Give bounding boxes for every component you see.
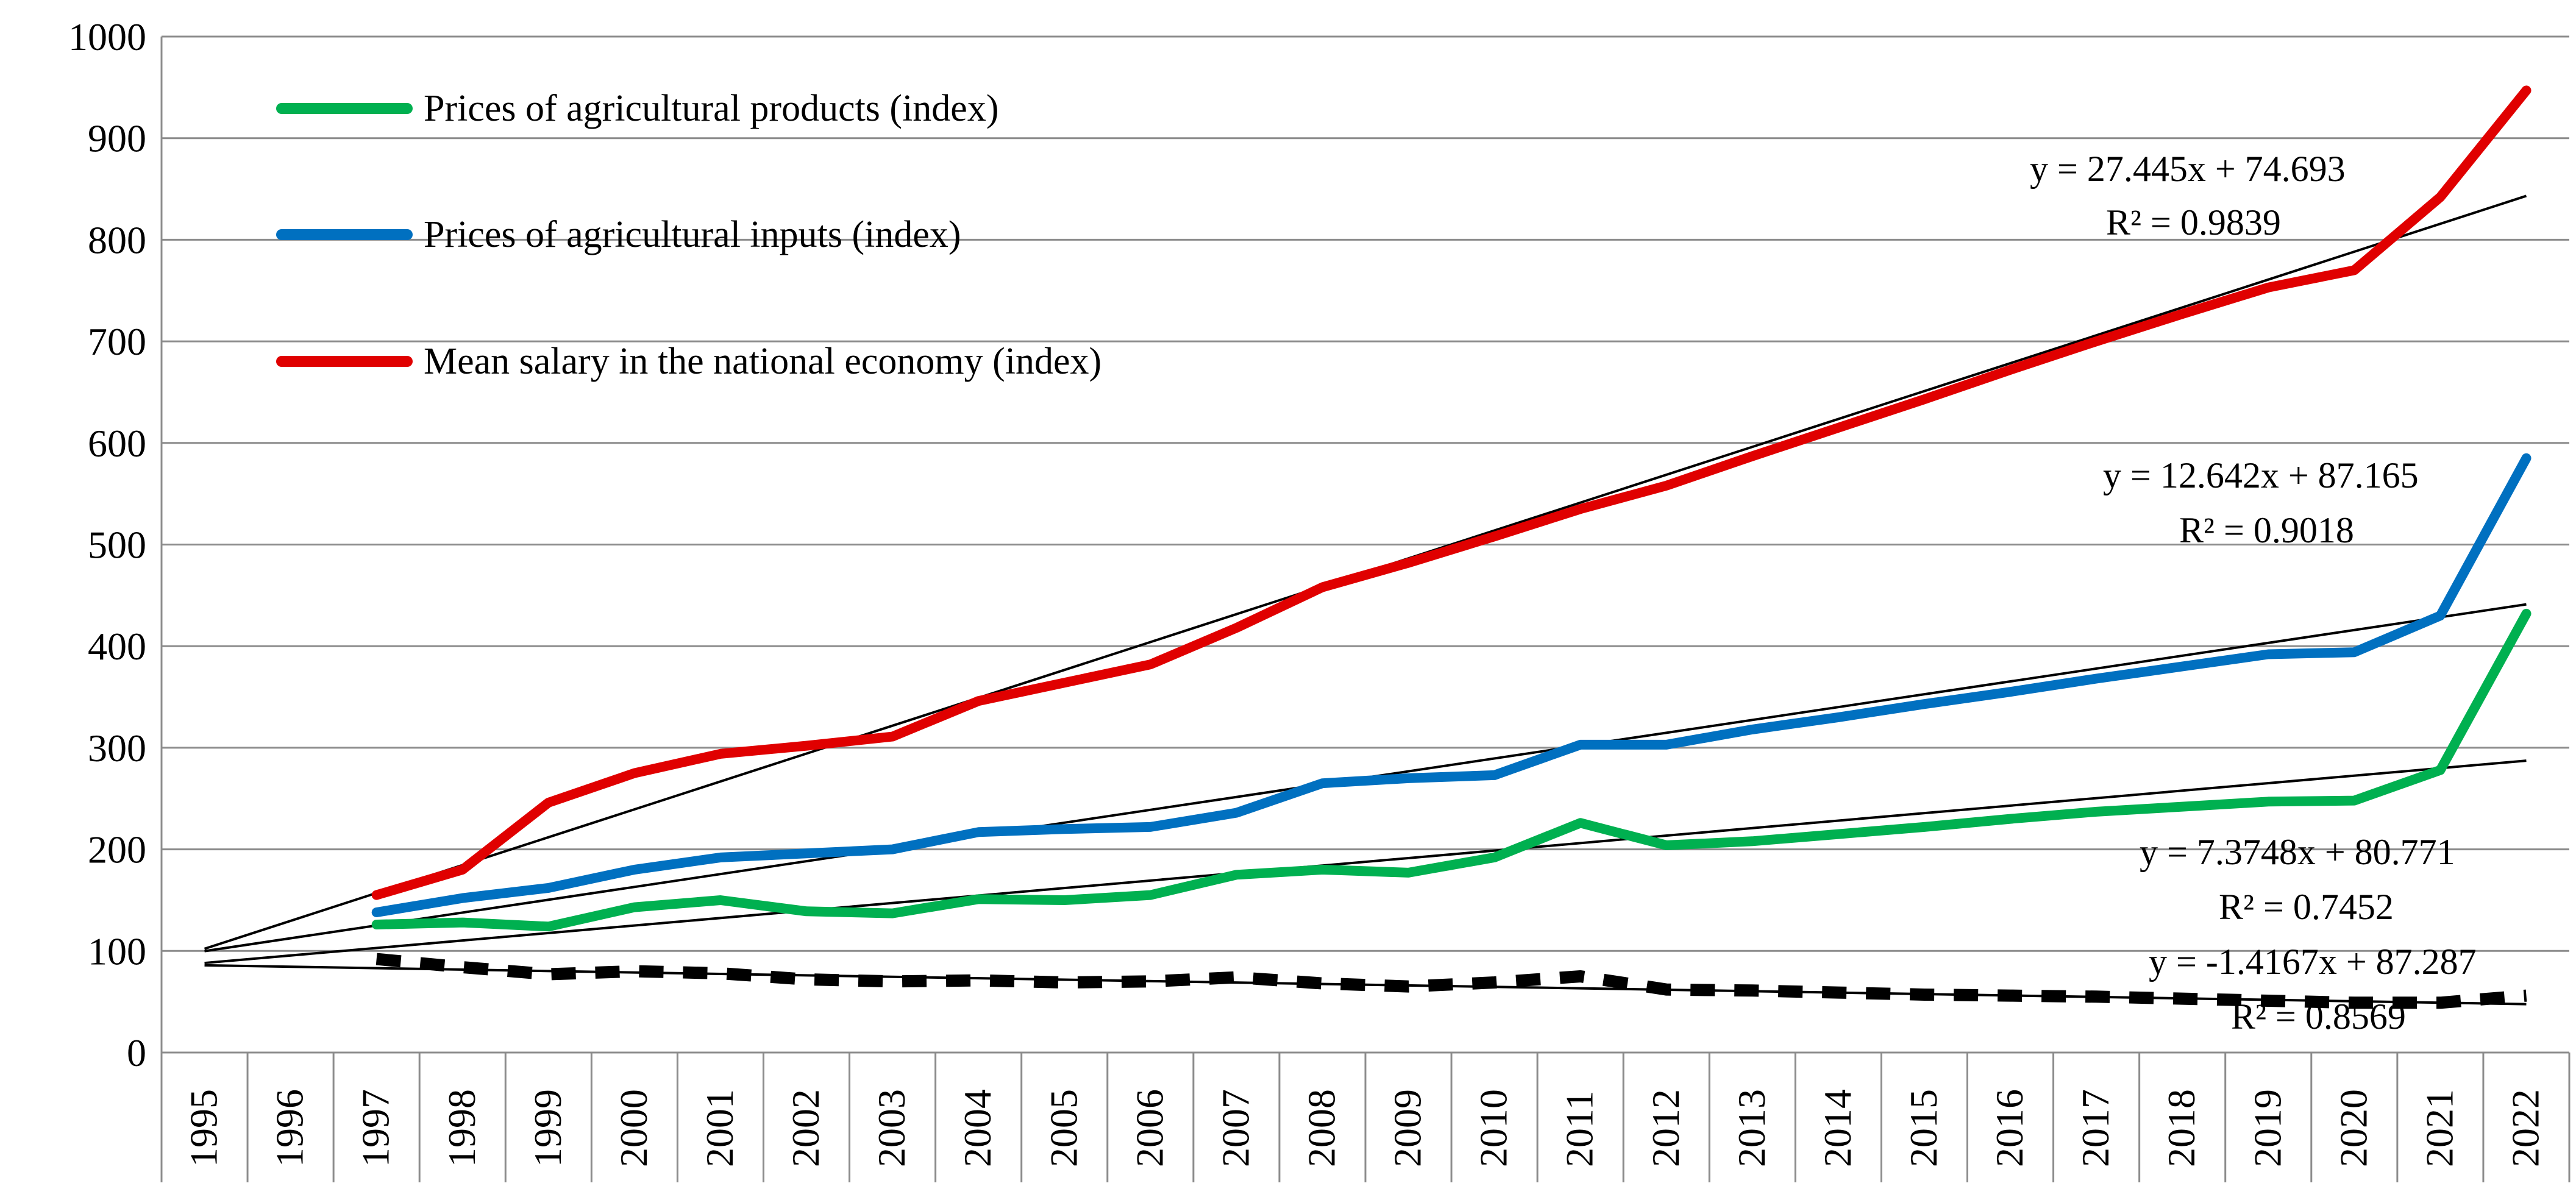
axes	[160, 37, 2571, 1182]
x-tick-label: 2018	[2160, 1089, 2203, 1167]
x-tick-label: 2011	[1558, 1090, 1601, 1167]
x-tick-label: 1997	[354, 1089, 397, 1167]
legend: Prices of agricultural products (index) P…	[276, 88, 1101, 382]
series-line-1	[371, 453, 2532, 917]
x-tick-label: 2017	[2074, 1089, 2117, 1167]
x-tick-label: 2010	[1472, 1089, 1515, 1167]
y-tick-label: 900	[88, 117, 146, 160]
trendline-annotations: y = 27.445x + 74.693 R² = 0.9839 y = 12.64…	[2030, 149, 2477, 1037]
y-tick-label: 500	[88, 524, 146, 567]
x-tick-label: 2000	[612, 1089, 655, 1167]
x-tick-label: 2012	[1644, 1089, 1687, 1167]
x-tick-label: 1998	[440, 1089, 483, 1167]
x-tick-label: 2015	[1902, 1089, 1945, 1167]
y-tick-label: 600	[88, 422, 146, 465]
y-tick-label: 0	[127, 1031, 146, 1074]
x-tick-label: 2013	[1730, 1089, 1773, 1167]
y-tick-label: 100	[88, 929, 146, 973]
trendline-equation: y = 27.445x + 74.693	[2030, 149, 2346, 189]
trendline-equation: y = -1.4167x + 87.287	[2149, 942, 2477, 982]
legend-label-0: Prices of agricultural products (index)	[424, 88, 998, 129]
trendline-equation: y = 7.3748x + 80.771	[2140, 832, 2455, 872]
x-tick-label: 1999	[526, 1089, 569, 1167]
x-tick-label: 2005	[1042, 1089, 1085, 1167]
trendline-r-squared: R² = 0.8569	[2231, 996, 2406, 1037]
x-tick-label: 2014	[1816, 1089, 1859, 1167]
x-tick-label: 2004	[956, 1089, 999, 1167]
series-line-3	[375, 953, 2527, 1009]
x-tick-label: 2001	[698, 1089, 741, 1167]
x-tick-label: 1995	[182, 1089, 226, 1167]
x-tick-label: 1996	[268, 1089, 311, 1167]
tick-labels: 0 100 200 300 400 500 600 700 800 900 1000 1995 1996…	[68, 15, 2547, 1167]
x-tick-label: 2009	[1386, 1089, 1429, 1167]
series-line-2	[371, 85, 2532, 900]
trendline-2	[204, 759, 2527, 965]
y-tick-label: 300	[88, 726, 146, 770]
series-line-0	[371, 608, 2532, 932]
legend-label-1: Prices of agricultural inputs (index)	[424, 214, 961, 255]
x-tick-label: 2008	[1300, 1089, 1343, 1167]
y-tick-label: 1000	[68, 15, 146, 59]
y-tick-label: 400	[88, 625, 146, 668]
x-tick-label: 2002	[784, 1089, 827, 1167]
y-tick-label: 800	[88, 218, 146, 261]
x-tick-label: 2022	[2503, 1089, 2547, 1167]
x-tick-label: 2016	[1988, 1089, 2031, 1167]
x-tick-label: 2007	[1214, 1089, 1257, 1167]
trendline-r-squared: R² = 0.7452	[2219, 887, 2394, 927]
y-tick-label: 200	[88, 828, 146, 872]
x-tick-label: 2019	[2246, 1089, 2289, 1167]
trendline-r-squared: R² = 0.9018	[2179, 510, 2354, 550]
x-tick-label: 2021	[2418, 1089, 2461, 1167]
trendline-equation: y = 12.642x + 87.165	[2103, 455, 2419, 495]
x-tick-label: 2006	[1128, 1089, 1171, 1167]
gridlines	[162, 35, 2569, 952]
y-tick-label: 700	[88, 320, 146, 363]
x-tick-label: 2003	[870, 1089, 913, 1167]
x-tick-label: 2020	[2332, 1089, 2375, 1167]
series-lines	[371, 85, 2532, 1009]
legend-label-2: Mean salary in the national economy (ind…	[424, 341, 1101, 382]
trendline-r-squared: R² = 0.9839	[2106, 202, 2281, 243]
